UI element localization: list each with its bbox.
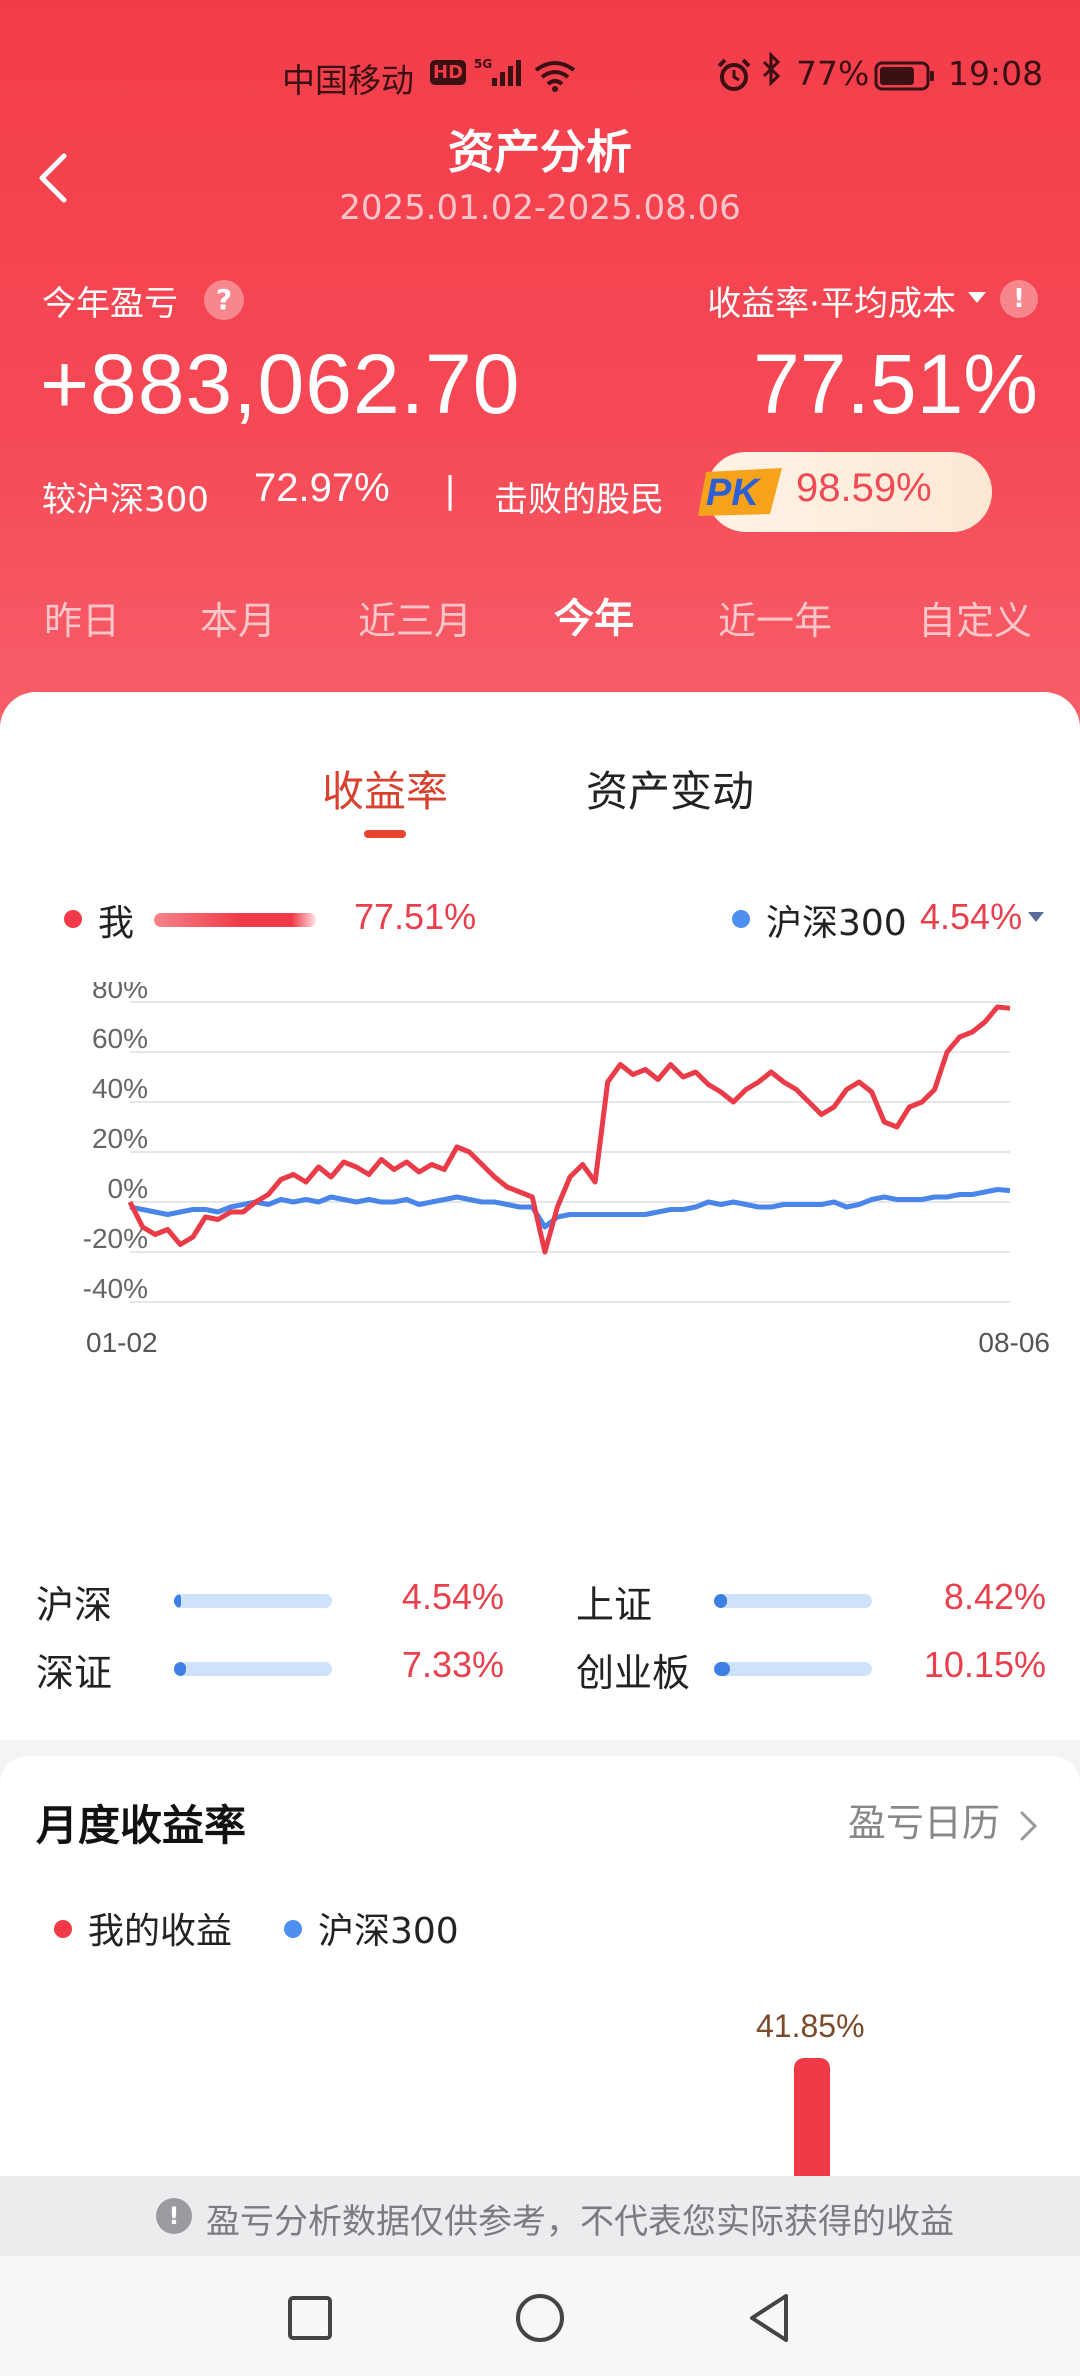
my-returns-line [127, 1004, 1011, 1255]
benchmark-hs: 沪深 4.54% [36, 1574, 516, 1627]
battery-percent: 77% [796, 54, 870, 93]
alarm-icon [716, 58, 752, 100]
back-nav-button[interactable] [742, 2290, 798, 2346]
monthly-returns-card: 月度收益率 盈亏日历 我的收益 沪深300 41.85% [0, 1756, 1080, 2178]
benchmark-bar-fill [174, 1594, 182, 1608]
benchmark-bar-fill [714, 1594, 728, 1608]
wifi-icon [534, 60, 576, 100]
benchmark-name: 创业板 [576, 1651, 691, 1695]
warning-icon: ! [156, 2198, 192, 2234]
clock-time: 19:08 [948, 54, 1044, 93]
x-tick-label: 08-06 [978, 1327, 1050, 1358]
index-returns-line [129, 1187, 1011, 1230]
benchmark-cyb: 创业板 10.15% [576, 1642, 1056, 1695]
benchmark-value: 7.33% [401, 1644, 504, 1685]
tab-asset-change[interactable]: 资产变动 [586, 767, 755, 816]
legend-my-returns: 我的收益 [88, 1911, 233, 1952]
chevron-right-icon [1020, 1811, 1038, 1840]
compare-value: 72.97% [254, 466, 390, 510]
return-rate-value: 77.51% [753, 337, 1038, 431]
back-button[interactable] [34, 148, 74, 208]
my-series-value: 77.51% [354, 896, 477, 937]
beat-label: 击败的股民 [494, 480, 664, 520]
date-range[interactable]: 2025.01.02-2025.08.06 [339, 188, 741, 228]
tab-yesterday[interactable]: 昨日 [44, 599, 121, 643]
system-nav-bar [0, 2256, 1080, 2376]
tab-this-year[interactable]: 今年 [554, 596, 634, 642]
carrier-name: 中国移动 [282, 61, 414, 100]
y-tick-label: 60% [92, 1023, 148, 1054]
y-tick-label: 20% [92, 1123, 148, 1154]
index-series-dot [732, 910, 750, 928]
benchmark-bar [714, 1662, 872, 1676]
recent-apps-button[interactable] [282, 2290, 338, 2346]
index-selector[interactable]: 沪深300 [766, 903, 907, 944]
hd-icon: HD [430, 60, 467, 85]
benchmark-bar [714, 1594, 872, 1608]
monthly-title: 月度收益率 [36, 1801, 247, 1850]
my-series-dot [64, 910, 82, 928]
index-dot [284, 1920, 302, 1938]
y-tick-label: 0% [108, 1173, 148, 1204]
benchmark-name: 深证 [36, 1651, 113, 1695]
rate-method-selector[interactable]: 收益率·平均成本 [707, 284, 956, 324]
caret-down-icon[interactable] [1028, 912, 1044, 922]
benchmark-bar [174, 1662, 332, 1676]
bluetooth-icon [760, 51, 784, 94]
benchmark-name: 上证 [576, 1583, 653, 1627]
my-returns-dot [54, 1920, 72, 1938]
benchmark-value: 8.42% [943, 1576, 1046, 1617]
tab-custom[interactable]: 自定义 [918, 599, 1033, 643]
my-series-label: 我 [98, 903, 135, 944]
tab-one-year[interactable]: 近一年 [718, 599, 833, 643]
benchmark-name: 沪深 [36, 1583, 113, 1627]
benchmark-bar [174, 1594, 332, 1608]
info-icon[interactable]: ! [1000, 280, 1038, 318]
y-tick-label: -40% [83, 1273, 148, 1304]
y-tick-label: -20% [83, 1223, 148, 1254]
disclaimer-banner: ! 盈亏分析数据仅供参考，不代表您实际获得的收益 [0, 2176, 1080, 2256]
benchmark-bar-fill [714, 1662, 730, 1676]
pl-label: 今年盈亏 [42, 284, 178, 324]
beat-percent-value: 98.59% [796, 466, 932, 510]
legend-index: 沪深300 [318, 1911, 459, 1952]
tab-returns[interactable]: 收益率 [322, 767, 449, 816]
benchmark-bar-fill [174, 1662, 186, 1676]
network-type: 5G [474, 57, 492, 71]
my-series-swatch [154, 913, 316, 927]
benchmark-sh: 上证 8.42% [576, 1574, 1056, 1627]
pk-text: PK [706, 472, 761, 514]
benchmark-value: 4.54% [401, 1576, 504, 1617]
disclaimer-text: 盈亏分析数据仅供参考，不代表您实际获得的收益 [206, 2202, 954, 2242]
divider: | [444, 470, 457, 511]
pk-badge-icon: PK [696, 460, 788, 522]
month-bar[interactable] [794, 2058, 830, 2178]
chevron-left-icon [39, 153, 67, 203]
page-title: 资产分析 [448, 125, 632, 179]
returns-card: 收益率 资产变动 我 77.51% 沪深300 4.54% 80% 60% 40% 2… [0, 692, 1080, 1740]
header: 中国移动 HD 5G [0, 0, 1080, 760]
status-bar: 中国移动 HD 5G [0, 50, 1080, 100]
home-button[interactable] [512, 2290, 568, 2346]
battery-icon [874, 60, 936, 99]
index-series-value: 4.54% [920, 896, 1023, 937]
pl-calendar-link[interactable]: 盈亏日历 [848, 1792, 1040, 1847]
returns-line-chart[interactable]: 80% 60% 40% 20% 0% -20% -40% 01-02 08-06 [0, 982, 1080, 1462]
caret-down-icon[interactable] [968, 292, 986, 303]
benchmark-value: 10.15% [923, 1644, 1046, 1685]
compare-label: 较沪深300 [42, 480, 209, 520]
month-bar-label: 41.85% [756, 2008, 865, 2044]
y-tick-label: 80% [92, 982, 148, 1004]
calendar-link-label: 盈亏日历 [847, 1801, 1000, 1845]
tab-this-month[interactable]: 本月 [200, 599, 277, 643]
period-tabs: 昨日 本月 近三月 今年 近一年 自定义 [0, 590, 1080, 650]
active-tab-indicator [364, 830, 406, 838]
benchmark-sz: 深证 7.33% [36, 1642, 516, 1695]
pl-value: +883,062.70 [40, 337, 521, 431]
x-tick-label: 01-02 [86, 1327, 158, 1358]
y-tick-label: 40% [92, 1073, 148, 1104]
tab-three-months[interactable]: 近三月 [358, 599, 473, 643]
help-icon[interactable]: ? [204, 280, 244, 320]
signal-icon: 5G [472, 56, 528, 96]
